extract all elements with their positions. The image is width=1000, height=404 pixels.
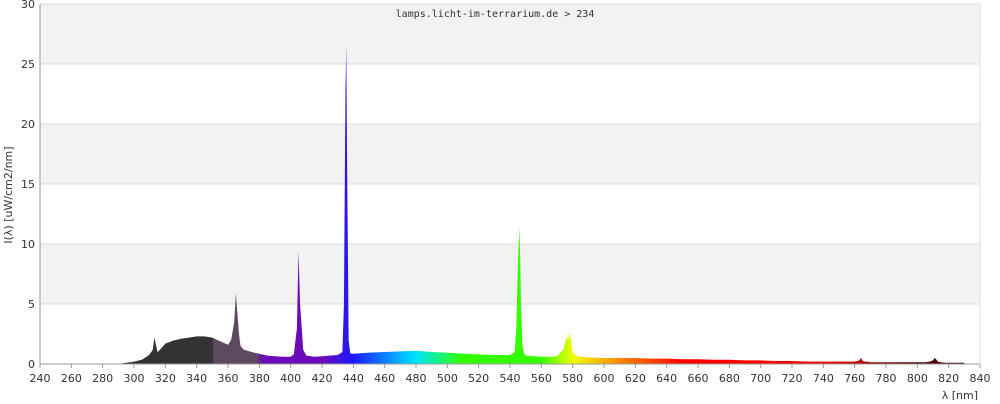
x-tick-label: 740 (813, 372, 834, 385)
y-tick-label: 25 (21, 58, 35, 71)
x-tick-label: 820 (938, 372, 959, 385)
background-bands (40, 4, 980, 364)
x-tick-label: 780 (876, 372, 897, 385)
x-tick-label: 420 (312, 372, 333, 385)
x-tick-label: 540 (500, 372, 521, 385)
y-tick-labels: 0 5 10 15 20 25 30 (21, 0, 35, 371)
x-tick-label: 340 (186, 372, 207, 385)
x-tick-labels: 240 260 280 300 320 340 360 380 400 420 440 460 480 5… (30, 372, 991, 385)
x-tick-label: 760 (844, 372, 865, 385)
x-tick-label: 840 (970, 372, 991, 385)
y-tick-label: 10 (21, 238, 35, 251)
chart-title: lamps.licht-im-terrarium.de > 234 (396, 9, 595, 20)
x-tick-label: 440 (343, 372, 364, 385)
x-tick-label: 320 (155, 372, 176, 385)
x-tick-label: 280 (92, 372, 113, 385)
x-tick-label: 500 (437, 372, 458, 385)
x-tick-label: 600 (594, 372, 615, 385)
x-tick-label: 460 (374, 372, 395, 385)
x-tick-label: 620 (625, 372, 646, 385)
background-band (40, 124, 980, 184)
x-tick-label: 300 (124, 372, 145, 385)
x-tick-label: 680 (719, 372, 740, 385)
x-tick-label: 260 (61, 372, 82, 385)
x-tick-label: 560 (531, 372, 552, 385)
y-tick-label: 20 (21, 118, 35, 131)
x-tick-label: 720 (782, 372, 803, 385)
x-tick-label: 660 (688, 372, 709, 385)
x-tick-label: 380 (249, 372, 270, 385)
x-tick-label: 580 (562, 372, 583, 385)
y-axis-label: I(λ) [uW/cm2/nm] (2, 146, 15, 243)
y-tick-label: 15 (21, 178, 35, 191)
background-band (40, 64, 980, 124)
x-tick-label: 480 (406, 372, 427, 385)
x-tick-label: 800 (907, 372, 928, 385)
x-tick-label: 520 (468, 372, 489, 385)
x-tick-label: 240 (30, 372, 51, 385)
background-band (40, 244, 980, 304)
x-axis-label: λ [nm] (942, 389, 978, 400)
background-band (40, 4, 980, 64)
x-tick-label: 360 (218, 372, 239, 385)
background-band (40, 184, 980, 244)
x-tick-label: 700 (750, 372, 771, 385)
y-tick-label: 5 (28, 298, 35, 311)
x-tick-label: 640 (656, 372, 677, 385)
x-tick-label: 400 (280, 372, 301, 385)
y-tick-label: 30 (21, 0, 35, 11)
axes (39, 4, 981, 365)
y-tick-label: 0 (28, 358, 35, 371)
